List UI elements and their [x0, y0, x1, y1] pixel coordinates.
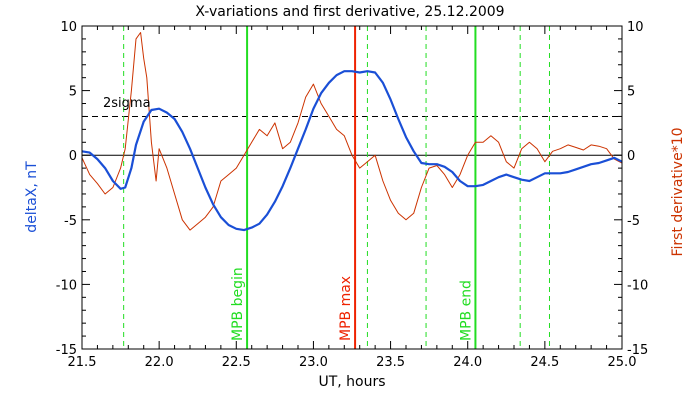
y-axis-title-right: First derivative*10 — [670, 127, 686, 256]
x-axis: 21.5 22.0 22.5 23.0 23.5 24.0 24.5 25.0 — [68, 26, 637, 370]
x-tick-label: 22.5 — [222, 355, 251, 370]
plot-frame — [81, 25, 623, 350]
y-left-tick-label: -15 — [56, 343, 77, 358]
y-left-tick-label: -10 — [56, 278, 77, 293]
y-left-tick-label: 0 — [69, 149, 77, 164]
series-deltax-line — [81, 70, 623, 232]
event-lines: MPB begin MPB max MPB end — [123, 26, 550, 349]
chart-title: X-variations and first derivative, 25.12… — [195, 4, 504, 20]
y-axis-left: -15 -10 -5 0 5 10 — [56, 20, 90, 358]
y-right-tick-label: 5 — [627, 85, 635, 100]
x-tick-label: 25.0 — [608, 355, 637, 370]
x-axis-title: UT, hours — [318, 374, 385, 390]
x-tick-label: 24.5 — [530, 355, 559, 370]
event-label-0: MPB begin — [230, 267, 246, 341]
y-right-tick-label: -15 — [627, 343, 648, 358]
y-left-tick-label: 10 — [60, 20, 77, 35]
x-tick-label: 22.0 — [145, 355, 174, 370]
x-tick-label: 23.0 — [299, 355, 328, 370]
axes-frame — [81, 25, 623, 350]
series-layer — [81, 32, 623, 232]
y-left-tick-label: 5 — [69, 85, 77, 100]
event-label-2: MPB end — [458, 280, 474, 341]
y-right-tick-label: -10 — [627, 278, 648, 293]
x-tick-label: 21.5 — [68, 355, 97, 370]
threshold-label: 2sigma — [103, 96, 151, 111]
reference-lines — [82, 115, 622, 156]
y-axis-title-left: deltaX, nT — [24, 161, 40, 233]
y-right-tick-label: 10 — [627, 20, 644, 35]
x-tick-label: 23.5 — [376, 355, 405, 370]
y-right-tick-label: 0 — [627, 149, 635, 164]
y-right-tick-label: -5 — [627, 214, 640, 229]
y-axis-right: -15 -10 -5 0 5 10 — [614, 20, 648, 358]
series-derivative-line — [81, 32, 623, 231]
y-left-tick-label: -5 — [64, 214, 77, 229]
x-tick-label: 24.0 — [453, 355, 482, 370]
event-label-1: MPB max — [338, 276, 354, 341]
